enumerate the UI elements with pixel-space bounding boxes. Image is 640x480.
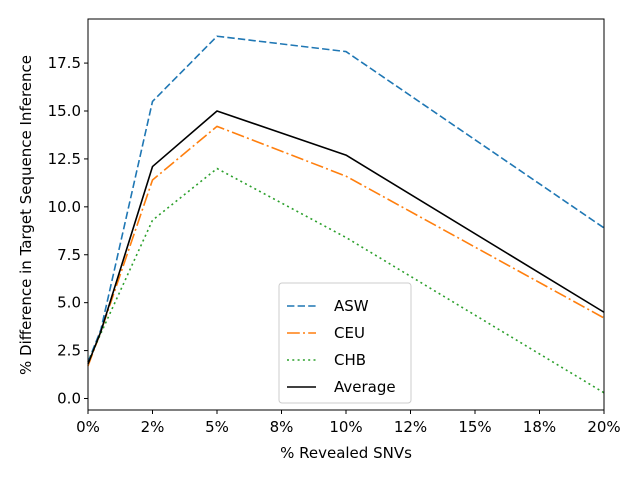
y-tick-label: 0.0: [57, 390, 81, 408]
y-tick-label: 17.5: [48, 54, 81, 72]
series-line-asw: [87, 35, 605, 363]
y-tick-label: 12.5: [48, 150, 81, 168]
plot-marks: [87, 35, 605, 394]
legend: ASW CEU CHB Average: [278, 282, 412, 404]
x-axis-label: % Revealed SNVs: [280, 444, 412, 462]
y-tick-label: 10.0: [48, 198, 81, 216]
x-axis-ticks: 0% 2% 5% 8% 10% 12% 15% 18% 20%: [76, 410, 621, 436]
y-tick-label: 7.5: [57, 246, 81, 264]
y-tick-label: 15.0: [48, 102, 81, 120]
x-tick-label: 18%: [523, 418, 556, 436]
y-tick-label: 5.0: [57, 294, 81, 312]
x-tick-label: 15%: [458, 418, 491, 436]
legend-label-asw: ASW: [334, 297, 369, 315]
series-line-chb: [87, 167, 605, 394]
y-tick-label: 2.5: [57, 342, 81, 360]
x-tick-label: 0%: [76, 418, 100, 436]
x-tick-label: 2%: [141, 418, 165, 436]
y-axis-ticks: 0.0 2.5 5.0 7.5 10.0 12.5 15.0 17.5: [48, 54, 88, 408]
legend-label-ceu: CEU: [334, 324, 365, 342]
x-tick-label: 5%: [205, 418, 229, 436]
x-tick-label: 12%: [394, 418, 427, 436]
legend-box: [278, 282, 412, 404]
series-line-average: [87, 110, 605, 365]
y-axis-label: % Difference in Target Sequence Inferenc…: [17, 55, 35, 375]
x-tick-label: 8%: [270, 418, 294, 436]
legend-label-chb: CHB: [334, 351, 366, 369]
legend-label-average: Average: [334, 378, 396, 396]
x-tick-label: 20%: [587, 418, 620, 436]
x-tick-label: 10%: [329, 418, 362, 436]
